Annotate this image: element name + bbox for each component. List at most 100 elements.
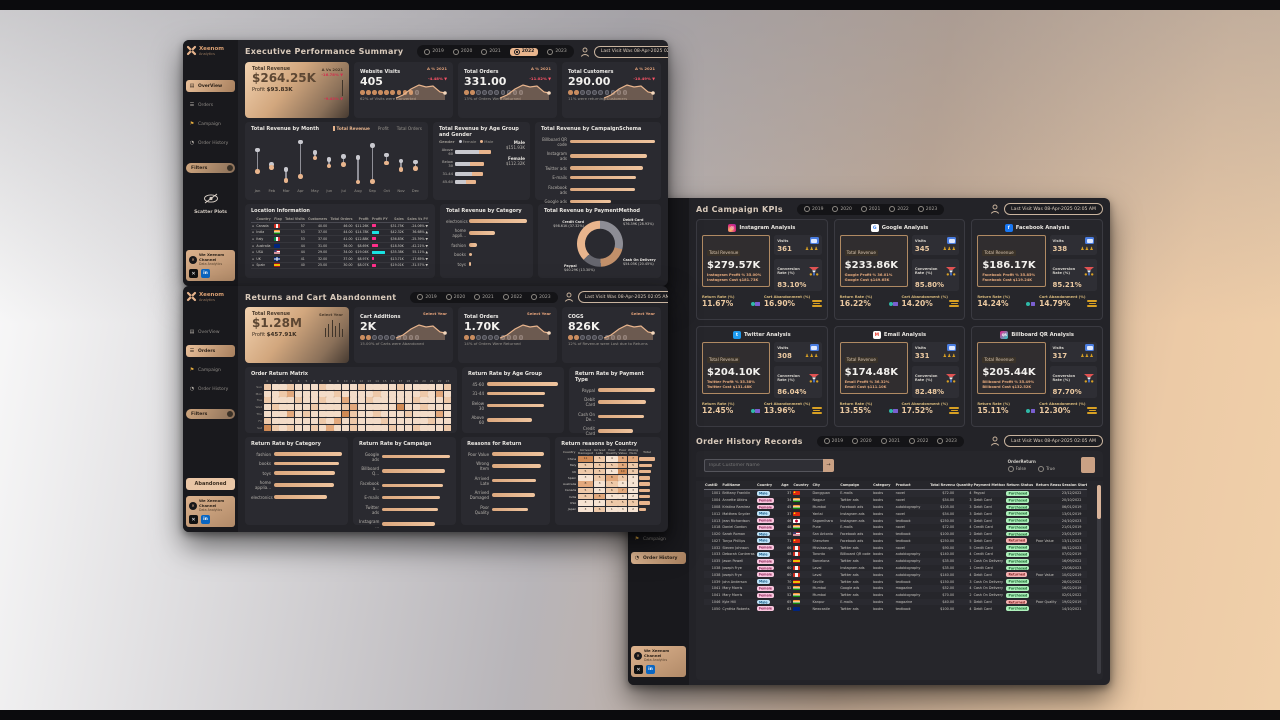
heatmap-cell[interactable] xyxy=(365,417,373,424)
year-option-2021[interactable]: 2021 xyxy=(481,48,501,55)
heatmap-cell[interactable] xyxy=(271,397,279,404)
heatmap-cell[interactable] xyxy=(396,390,404,397)
heatmap-cell[interactable] xyxy=(342,424,350,431)
year-option-2021[interactable]: 2021 xyxy=(474,294,494,300)
expand-toggle[interactable]: ▫ xyxy=(251,255,256,263)
heatmap-cell[interactable] xyxy=(349,383,357,390)
heatmap-cell[interactable] xyxy=(436,383,444,390)
vertical-scrollbar[interactable] xyxy=(1097,485,1101,674)
year-option-2021[interactable]: 2021 xyxy=(880,438,900,444)
heatmap-cell[interactable] xyxy=(420,390,428,397)
sidebar-item-campaign[interactable]: ⚑ Campaign xyxy=(631,533,686,545)
heatmap-cell[interactable] xyxy=(428,383,436,390)
heatmap-cell[interactable] xyxy=(373,404,381,411)
heatmap-cell[interactable] xyxy=(389,383,397,390)
heatmap-cell[interactable] xyxy=(357,410,365,417)
linkedin-icon[interactable]: in xyxy=(201,515,210,524)
expand-toggle[interactable]: ▫ xyxy=(251,229,256,237)
heatmap-cell[interactable] xyxy=(263,383,271,390)
heatmap-cell[interactable] xyxy=(334,390,342,397)
heatmap-cell[interactable] xyxy=(389,397,397,404)
heatmap-cell[interactable] xyxy=(287,383,295,390)
sidebar-item-campaign[interactable]: ⚑ Campaign xyxy=(186,364,235,376)
table-row[interactable]: 1012 Matthew Snyder Male 37 Yantai Instagram … xyxy=(704,510,1087,517)
linkedin-icon[interactable]: in xyxy=(646,665,655,674)
heatmap-cell[interactable] xyxy=(396,397,404,404)
heatmap-cell[interactable] xyxy=(404,404,412,411)
reason-cell[interactable]: 4 xyxy=(618,493,628,500)
heatmap-cell[interactable] xyxy=(381,424,389,431)
heatmap-cell[interactable] xyxy=(396,424,404,431)
heatmap-cell[interactable] xyxy=(302,383,310,390)
heatmap-cell[interactable] xyxy=(326,404,334,411)
heatmap-cell[interactable] xyxy=(326,397,334,404)
heatmap-cell[interactable] xyxy=(396,417,404,424)
heatmap-cell[interactable] xyxy=(279,417,287,424)
heatmap-cell[interactable] xyxy=(381,404,389,411)
heatmap-cell[interactable] xyxy=(295,410,303,417)
heatmap-cell[interactable] xyxy=(373,417,381,424)
heatmap-cell[interactable] xyxy=(420,410,428,417)
x-twitter-icon[interactable]: ✕ xyxy=(634,665,643,674)
year-option-2023[interactable]: 2023 xyxy=(531,294,551,300)
heatmap-cell[interactable] xyxy=(326,417,334,424)
heatmap-cell[interactable] xyxy=(263,404,271,411)
heatmap-cell[interactable] xyxy=(295,397,303,404)
heatmap-cell[interactable] xyxy=(436,404,444,411)
reason-cell[interactable]: 5 xyxy=(627,500,639,506)
heatmap-cell[interactable] xyxy=(342,404,350,411)
heatmap-cell[interactable] xyxy=(326,424,334,431)
legend-male[interactable]: Male xyxy=(480,139,493,144)
x-twitter-icon[interactable]: ✕ xyxy=(189,515,198,524)
reason-cell[interactable]: 5 xyxy=(593,456,606,462)
table-row[interactable]: 1013 Jean Richardson Female 46 Sagamihara Ins… xyxy=(704,517,1087,524)
heatmap-cell[interactable] xyxy=(279,390,287,397)
heatmap-cell[interactable] xyxy=(428,390,436,397)
scatter-plots-link[interactable]: Scatter Plots xyxy=(186,189,235,215)
reason-cell[interactable]: 7 xyxy=(618,487,628,494)
heatmap-cell[interactable] xyxy=(365,410,373,417)
table-row[interactable]: 1038 Joseph Frye Female 60 Laval Instagram ad… xyxy=(704,565,1087,572)
heatmap-cell[interactable] xyxy=(295,390,303,397)
reason-cell[interactable]: 8 xyxy=(593,493,606,500)
heatmap-cell[interactable] xyxy=(287,410,295,417)
heatmap-cell[interactable] xyxy=(326,383,334,390)
heatmap-cell[interactable] xyxy=(349,424,357,431)
heatmap-cell[interactable] xyxy=(310,383,318,390)
legend-female[interactable]: Female xyxy=(458,139,476,144)
filters-toggle[interactable]: Filters xyxy=(186,163,235,173)
reason-cell[interactable]: 8 xyxy=(618,462,628,468)
heatmap-cell[interactable] xyxy=(302,410,310,417)
year-option-2020[interactable]: 2020 xyxy=(452,48,472,55)
heatmap-cell[interactable] xyxy=(389,417,397,424)
table-row[interactable]: 1039 John Anderson Male 70 Seville Twitter ad… xyxy=(704,578,1087,585)
reason-cell[interactable]: 3 xyxy=(593,481,606,487)
reason-cell[interactable]: 10 xyxy=(618,468,628,475)
search-input[interactable] xyxy=(704,458,823,472)
reason-cell[interactable]: 6 xyxy=(606,500,618,506)
heatmap-cell[interactable] xyxy=(412,410,420,417)
heatmap-cell[interactable] xyxy=(381,390,389,397)
heatmap-cell[interactable] xyxy=(271,424,279,431)
heatmap-cell[interactable] xyxy=(357,383,365,390)
heatmap-cell[interactable] xyxy=(302,404,310,411)
heatmap-cell[interactable] xyxy=(318,383,326,390)
select-year-label[interactable]: Select Year xyxy=(631,311,655,316)
heatmap-cell[interactable] xyxy=(404,410,412,417)
heatmap-cell[interactable] xyxy=(412,390,420,397)
heatmap-cell[interactable] xyxy=(295,383,303,390)
heatmap-cell[interactable] xyxy=(279,424,287,431)
heatmap-cell[interactable] xyxy=(349,410,357,417)
table-row[interactable]: 1032 Steven Johnson Female 66 Mississauga Twi… xyxy=(704,544,1087,552)
table-row[interactable]: 1046 Kyle Hill Male 65 Kanpur E-mails books mag… xyxy=(704,598,1087,606)
reason-cell[interactable]: 6 xyxy=(593,506,606,513)
heatmap-cell[interactable] xyxy=(287,417,295,424)
heatmap-cell[interactable] xyxy=(310,397,318,404)
select-year-label[interactable]: Select Year xyxy=(527,311,551,316)
reason-cell[interactable]: 3 xyxy=(578,475,593,481)
heatmap-cell[interactable] xyxy=(443,383,451,390)
heatmap-cell[interactable] xyxy=(279,410,287,417)
heatmap-cell[interactable] xyxy=(263,390,271,397)
heatmap-cell[interactable] xyxy=(412,397,420,404)
heatmap-cell[interactable] xyxy=(420,383,428,390)
